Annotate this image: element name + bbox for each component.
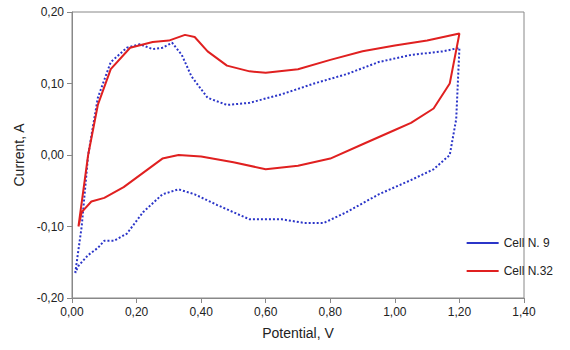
svg-text:0,60: 0,60 bbox=[254, 305, 278, 319]
svg-text:Potential, V: Potential, V bbox=[262, 325, 334, 341]
svg-text:Cell N.32: Cell N.32 bbox=[504, 264, 554, 278]
svg-text:0,20: 0,20 bbox=[125, 305, 149, 319]
svg-text:1,20: 1,20 bbox=[448, 305, 472, 319]
svg-text:0,40: 0,40 bbox=[189, 305, 213, 319]
svg-text:1,00: 1,00 bbox=[383, 305, 407, 319]
svg-text:0,00: 0,00 bbox=[60, 305, 84, 319]
svg-text:1,40: 1,40 bbox=[512, 305, 536, 319]
svg-text:0,10: 0,10 bbox=[41, 77, 65, 91]
svg-text:Current, A: Current, A bbox=[11, 123, 27, 187]
svg-text:-0,20: -0,20 bbox=[37, 291, 65, 305]
svg-text:0,80: 0,80 bbox=[319, 305, 343, 319]
svg-text:0,20: 0,20 bbox=[41, 5, 65, 19]
svg-text:-0,10: -0,10 bbox=[37, 220, 65, 234]
svg-text:Cell N. 9: Cell N. 9 bbox=[504, 236, 550, 250]
svg-text:0,00: 0,00 bbox=[41, 148, 65, 162]
